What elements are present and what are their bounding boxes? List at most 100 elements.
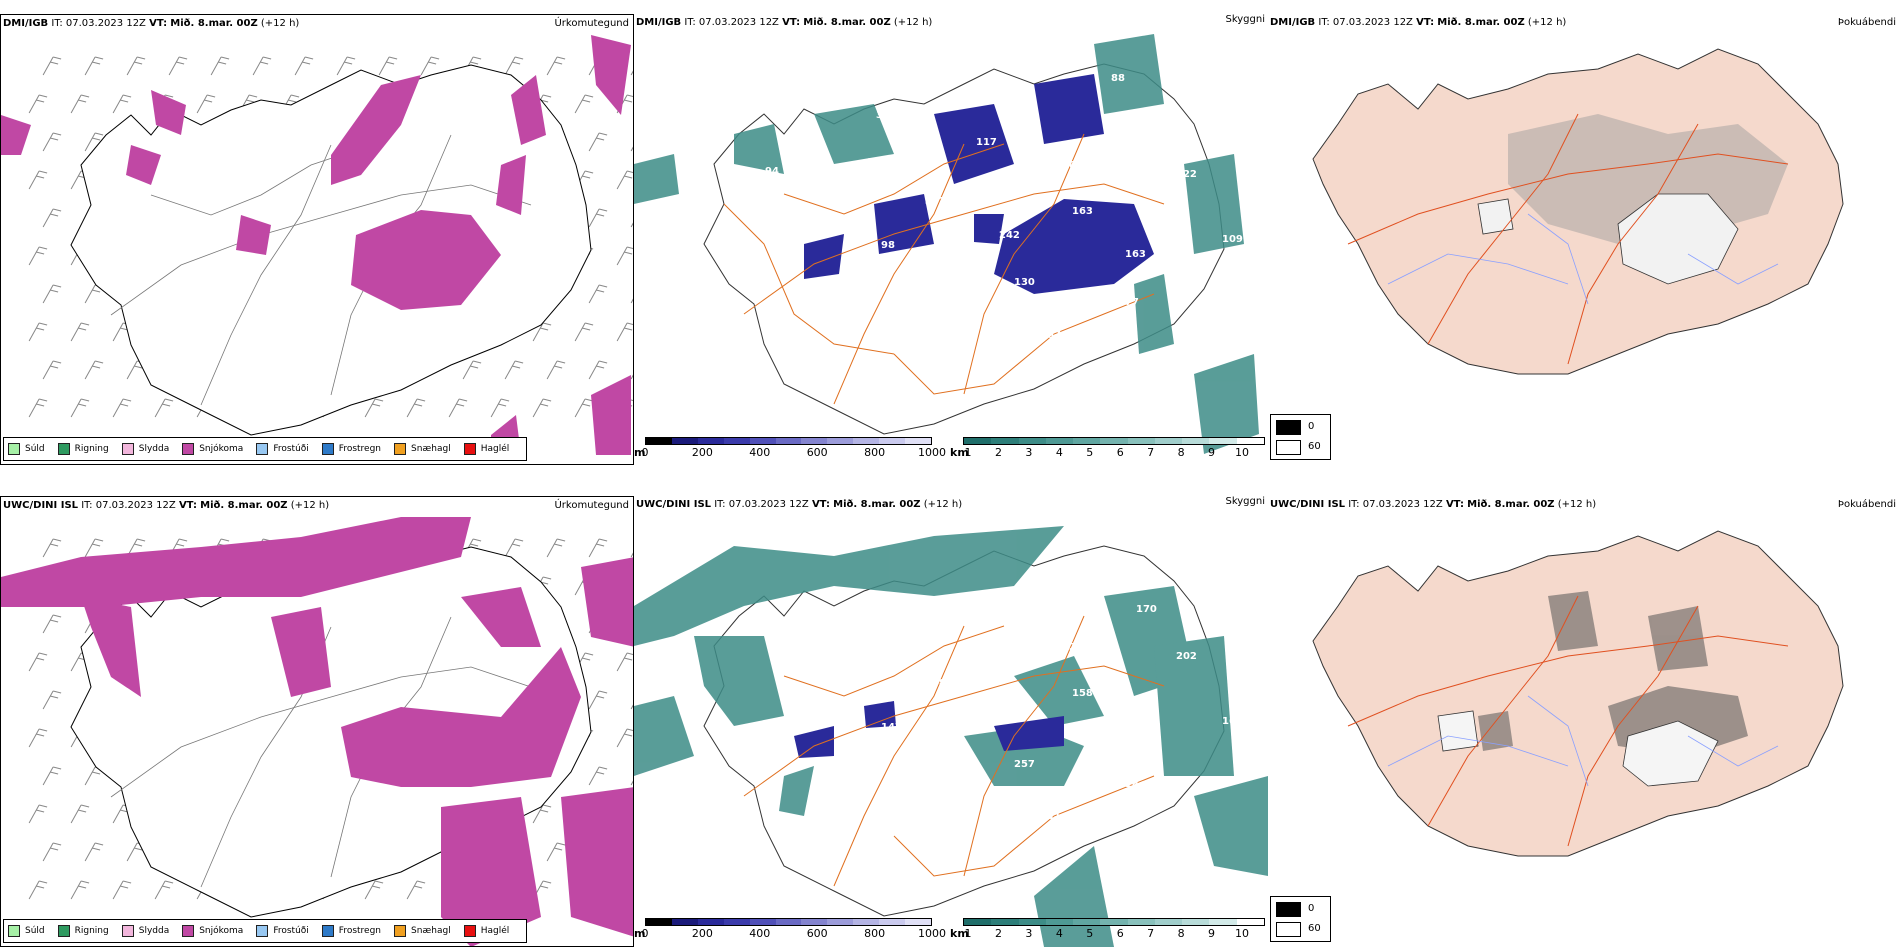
legend-swatch <box>8 925 20 937</box>
ceiling-values: 163 242 208 163 302 122 130 117 109 98 159 277 147 86… <box>765 68 1265 353</box>
ceiling-value-label: 98 <box>881 240 895 251</box>
fog-scale-high <box>1276 440 1301 455</box>
ceiling-value-label: 34 <box>1244 143 1258 154</box>
legend-label: Frostregn <box>338 926 382 936</box>
ceiling-value-label: 109 <box>1222 234 1243 245</box>
roads <box>1347 113 1789 365</box>
ceiling-value-label: 159 <box>1136 122 1157 133</box>
ceiling-value-label: 94 <box>765 166 779 177</box>
precip-type-panel-bottom: UWC/DINI ISL IT: 07.03.2023 12Z VT: Mið.… <box>0 496 634 947</box>
legend-swatch <box>463 925 476 937</box>
roads <box>743 615 1165 887</box>
colorbar-tick-label: 200 <box>691 446 713 459</box>
colorbar-tick-label: 400 <box>749 446 771 459</box>
legend-swatch <box>256 443 269 455</box>
fog-scale-high <box>1276 922 1301 937</box>
panel-variable: Skyggni <box>1225 14 1265 25</box>
ceiling-value-label: 282 <box>1244 221 1265 232</box>
visibility-map-top: 163 242 208 163 302 122 130 117 109 98 159 277 147 86… <box>634 34 1265 454</box>
panel-variable: Skyggni <box>1225 496 1265 507</box>
ceiling-value-label: 23 <box>941 342 955 353</box>
legend-item: Snæhagl <box>394 443 451 455</box>
visibility-areas <box>634 34 1259 454</box>
fog-scale-top: 0 60 <box>1270 414 1331 460</box>
colorbar-tick-label: 800 <box>864 927 886 940</box>
colorbar-tick-label: 2 <box>994 927 1002 940</box>
legend-swatch <box>182 925 195 937</box>
legend-swatch <box>121 443 134 455</box>
visibility-colorbar-top: km 1 2 3 4 5 6 7 8 9 10 <box>950 437 1270 463</box>
colorbar-tick-label: 1000 <box>918 446 946 459</box>
legend-swatch <box>57 443 70 455</box>
legend-swatch <box>394 925 407 937</box>
ceiling-value-label: 227 <box>867 639 888 650</box>
fog-scale-bottom: 0 60 <box>1270 896 1331 942</box>
ceiling-value-label: 302 <box>925 196 946 207</box>
colorbar-tick-label: 10 <box>1235 446 1249 459</box>
ceiling-value-label: 41 <box>1047 812 1061 823</box>
ceiling-value-label: 86 <box>1020 96 1034 107</box>
fog-map-top <box>1312 48 1844 375</box>
fog-map-bottom <box>1312 530 1844 857</box>
legend-label: Snæhagl <box>411 926 451 936</box>
glacier-white <box>1477 193 1739 285</box>
panel-variable: Þokuábendi <box>1837 17 1896 28</box>
colorbar-tick-label: 7 <box>1147 446 1155 459</box>
ceiling-value-label: 37 <box>876 110 890 121</box>
legend-swatch <box>321 443 334 455</box>
iceland-land <box>1312 530 1844 857</box>
legend-label: Rigning <box>74 444 109 454</box>
visibility-panel-bottom: 158 341 325 305 338 202 257 183 160 147 170 118 227 2… <box>634 496 1268 947</box>
colorbar-tick-label: 1 <box>964 446 972 459</box>
ceiling-value-label: 147 <box>867 157 888 168</box>
ceiling-value-label: 341 <box>999 712 1020 723</box>
precip-map-bottom <box>1 517 633 946</box>
ceiling-value-label: 86 <box>1244 182 1258 193</box>
colorbar-tick-label: 7 <box>1147 927 1155 940</box>
ceiling-value-label: 338 <box>925 678 946 689</box>
ceiling-value-label: 170 <box>1136 604 1157 615</box>
ceiling-value-label: 202 <box>1176 651 1197 662</box>
colorbar-tick-label: 2 <box>994 446 1002 459</box>
colorbar-tick-label: 10 <box>1235 927 1249 940</box>
rivers <box>1387 213 1779 305</box>
ceiling-value-label: 85 <box>924 295 938 306</box>
legend-swatch <box>182 443 195 455</box>
fog-scale-low <box>1276 902 1301 917</box>
ceiling-value-label: 80 <box>1234 601 1248 612</box>
snow-areas <box>1 517 633 946</box>
ceiling-value-label: 12 <box>938 68 952 79</box>
colorbar-tick-label: 6 <box>1116 446 1124 459</box>
ceiling-value-label: 365 <box>803 695 824 706</box>
legend-label: Haglél <box>480 444 510 454</box>
legend-swatch <box>8 443 20 455</box>
colorbar-tick-label: 9 <box>1208 446 1216 459</box>
legend-item: Haglél <box>463 443 510 455</box>
legend-item: Súld <box>8 925 45 937</box>
fog-index-panel-top: DMI/IGB IT: 07.03.2023 12Z VT: Mið. 8.ma… <box>1268 14 1900 465</box>
legend-label: Slydda <box>138 926 170 936</box>
fog-index-panel-bottom: UWC/DINI ISL IT: 07.03.2023 12Z VT: Mið.… <box>1268 496 1900 947</box>
visibility-colorbar-strip <box>963 437 1265 445</box>
ceiling-value-label: 307 <box>924 777 945 788</box>
ceiling-value-label: 305 <box>1125 731 1146 742</box>
colorbar-tick-label: 200 <box>691 927 713 940</box>
glacier-white <box>1437 710 1719 787</box>
legend-item: Snæhagl <box>394 925 451 937</box>
legend-swatch <box>57 925 70 937</box>
ceiling-value-label: 277 <box>1118 297 1139 308</box>
roads <box>723 133 1165 405</box>
panel-title: DMI/IGB IT: 07.03.2023 12Z VT: Mið. 8.ma… <box>3 18 300 29</box>
ceiling-colorbar-bottom: m 0 200 400 600 800 1000 <box>634 918 946 944</box>
colorbar-tick-label: 8 <box>1177 927 1185 940</box>
ceiling-value-label: 242 <box>999 230 1020 241</box>
legend-item: Rigning <box>57 925 109 937</box>
visibility-colorbar-strip <box>963 918 1265 926</box>
ceiling-value-label: 163 <box>1125 249 1146 260</box>
precip-type-panel-top: DMI/IGB IT: 07.03.2023 12Z VT: Mið. 8.ma… <box>0 14 634 465</box>
colorbar-tick-label: 8 <box>1177 446 1185 459</box>
precip-legend: Súld Rigning Slydda Snjókoma Frostúði Frostre… <box>3 437 528 461</box>
legend-swatch <box>121 925 134 937</box>
legend-label: Rigning <box>74 926 109 936</box>
legend-item: Frostregn <box>321 925 382 937</box>
